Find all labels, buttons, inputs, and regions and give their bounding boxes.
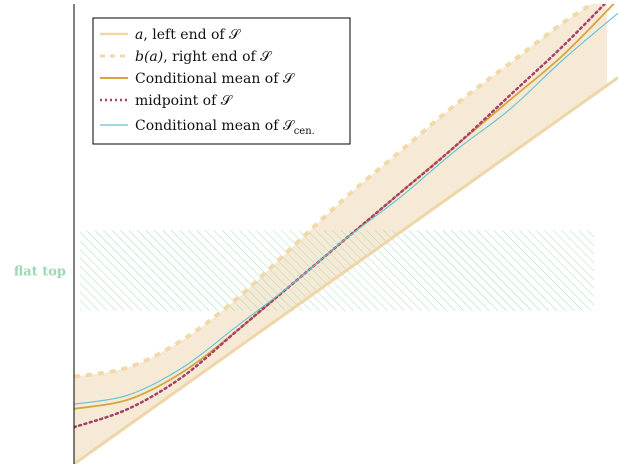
legend-item-left-end: a, left end of 𝒮 <box>135 27 242 43</box>
series-cond-mean-cen <box>74 12 618 405</box>
legend-item-cond-mean: Conditional mean of 𝒮 <box>135 71 296 87</box>
series-lines <box>74 4 618 464</box>
legend-box <box>92 17 351 145</box>
legend: a, left end of 𝒮 b(a), right end of 𝒮 Co… <box>92 17 351 145</box>
flat-top-region <box>80 230 594 311</box>
plot-area <box>74 4 618 464</box>
legend-item-midpoint: midpoint of 𝒮 <box>135 93 234 109</box>
legend-item-cond-mean-cen: Conditional mean of 𝒮cen. <box>135 118 315 137</box>
flat-top-label: flat top <box>14 265 66 280</box>
series-left-end <box>74 76 618 464</box>
legend-item-right-end: b(a), right end of 𝒮 <box>135 49 273 65</box>
